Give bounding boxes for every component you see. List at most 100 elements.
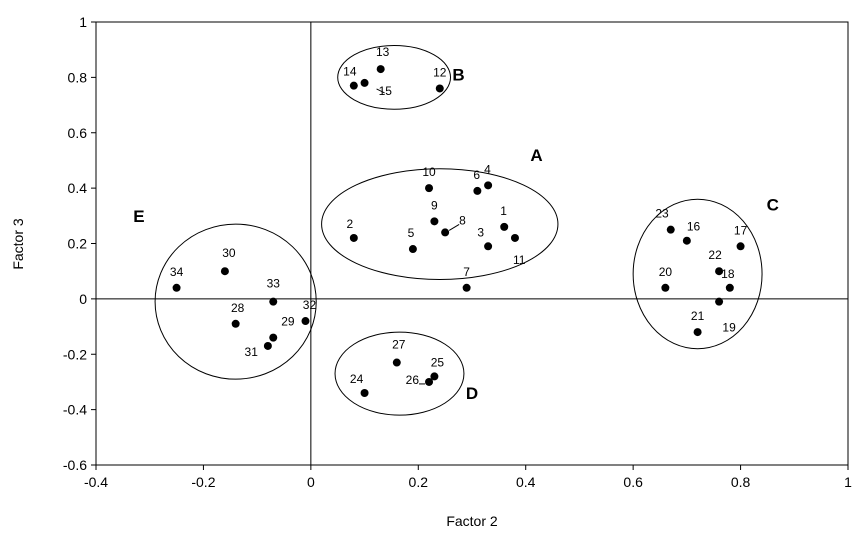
data-point-label-27: 27 xyxy=(392,338,406,352)
y-tick-label: 0.2 xyxy=(68,236,88,252)
y-tick-label: 0.6 xyxy=(68,125,88,141)
data-point-label-23: 23 xyxy=(655,207,669,221)
data-point-15 xyxy=(360,78,369,87)
x-axis-ticks: -0.4 -0.2 0 0.2 0.4 0.6 0.8 1 xyxy=(84,465,852,490)
data-point-28 xyxy=(231,319,240,328)
data-point-7 xyxy=(462,283,471,292)
data-point-6 xyxy=(473,186,482,195)
cluster-ellipse-d xyxy=(334,331,465,416)
cluster-label-a: A xyxy=(530,146,542,165)
data-point-19 xyxy=(715,297,724,306)
x-tick-label: 0.8 xyxy=(731,474,751,490)
cluster-label-e: E xyxy=(133,207,144,226)
data-point-label-14: 14 xyxy=(343,65,357,79)
data-point-label-30: 30 xyxy=(222,246,236,260)
data-point-3 xyxy=(484,242,493,251)
data-point-label-34: 34 xyxy=(170,265,184,279)
data-point-13 xyxy=(376,65,385,74)
leader-line-8 xyxy=(448,223,460,231)
data-point-10 xyxy=(425,184,434,193)
data-point-14 xyxy=(349,81,358,90)
data-point-label-21: 21 xyxy=(691,309,705,323)
data-point-label-3: 3 xyxy=(477,225,484,239)
cluster-label-b: B xyxy=(452,66,464,85)
data-point-11 xyxy=(510,233,519,242)
y-axis-title: Factor 3 xyxy=(10,218,26,270)
data-point-27 xyxy=(392,358,401,367)
data-point-label-12: 12 xyxy=(433,65,447,79)
data-point-25 xyxy=(430,372,439,381)
cluster-ellipse-a xyxy=(321,168,559,280)
y-tick-label: -0.4 xyxy=(63,402,87,418)
data-point-label-15: 15 xyxy=(379,84,393,98)
data-point-label-6: 6 xyxy=(473,168,480,182)
data-point-32 xyxy=(301,317,310,326)
x-tick-label: -0.2 xyxy=(191,474,215,490)
cluster-ellipse-b xyxy=(337,45,452,110)
data-point-label-22: 22 xyxy=(708,248,722,262)
data-point-label-1: 1 xyxy=(500,204,507,218)
data-point-24 xyxy=(360,389,369,398)
data-point-label-26: 26 xyxy=(406,373,420,387)
x-tick-label: 0.4 xyxy=(516,474,536,490)
data-point-label-8: 8 xyxy=(459,213,466,227)
data-point-label-7: 7 xyxy=(463,265,470,279)
x-tick-label: 0.6 xyxy=(623,474,643,490)
data-point-label-10: 10 xyxy=(422,165,436,179)
x-axis-title: Factor 2 xyxy=(446,513,498,529)
data-point-label-24: 24 xyxy=(350,372,364,386)
x-tick-label: -0.4 xyxy=(84,474,108,490)
x-tick-label: 1 xyxy=(844,474,852,490)
data-point-4 xyxy=(484,181,493,190)
data-point-label-18: 18 xyxy=(721,267,735,281)
data-point-30 xyxy=(220,267,229,276)
data-point-34 xyxy=(172,283,181,292)
cluster-ellipse-c xyxy=(632,198,763,350)
data-point-16 xyxy=(682,236,691,245)
data-point-label-16: 16 xyxy=(687,220,701,234)
y-tick-label: 0.8 xyxy=(68,69,88,85)
x-tick-label: 0 xyxy=(307,474,315,490)
data-point-label-11: 11 xyxy=(513,253,526,267)
data-point-label-28: 28 xyxy=(231,301,245,315)
cluster-label-c: C xyxy=(767,196,779,215)
data-point-33 xyxy=(269,297,278,306)
data-point-label-17: 17 xyxy=(734,223,748,237)
data-point-label-32: 32 xyxy=(303,298,317,312)
data-point-label-19: 19 xyxy=(722,321,736,335)
data-point-label-25: 25 xyxy=(431,355,445,369)
cluster-ellipses: A B C D E xyxy=(133,45,779,416)
data-point-8 xyxy=(441,228,450,237)
data-point-label-29: 29 xyxy=(281,315,295,329)
data-point-label-2: 2 xyxy=(346,217,353,231)
cluster-ellipse-e xyxy=(154,223,317,380)
cluster-label-d: D xyxy=(466,384,478,403)
data-point-31 xyxy=(263,341,272,350)
data-point-label-4: 4 xyxy=(484,162,491,176)
data-point-23 xyxy=(666,225,675,234)
y-axis-ticks: -0.6 -0.4 -0.2 0 0.2 0.4 0.6 0.8 1 xyxy=(63,14,96,473)
data-point-label-5: 5 xyxy=(408,226,415,240)
data-point-17 xyxy=(736,242,745,251)
data-point-26 xyxy=(425,377,434,386)
data-point-9 xyxy=(430,217,439,226)
y-tick-label: 0 xyxy=(79,291,87,307)
data-point-label-13: 13 xyxy=(376,45,390,59)
y-tick-label: 0.4 xyxy=(68,180,88,196)
data-point-label-9: 9 xyxy=(431,198,438,212)
data-point-label-20: 20 xyxy=(659,265,673,279)
data-point-label-31: 31 xyxy=(245,345,259,359)
leader-line-15 xyxy=(376,88,385,94)
data-point-label-33: 33 xyxy=(267,277,281,291)
data-point-2 xyxy=(349,233,358,242)
data-point-22 xyxy=(715,267,724,276)
data-points xyxy=(172,65,745,398)
data-point-1 xyxy=(500,222,509,231)
x-tick-label: 0.2 xyxy=(409,474,429,490)
data-point-29 xyxy=(269,333,278,342)
data-point-12 xyxy=(435,84,444,93)
data-point-21 xyxy=(693,328,702,337)
data-point-5 xyxy=(408,245,417,254)
